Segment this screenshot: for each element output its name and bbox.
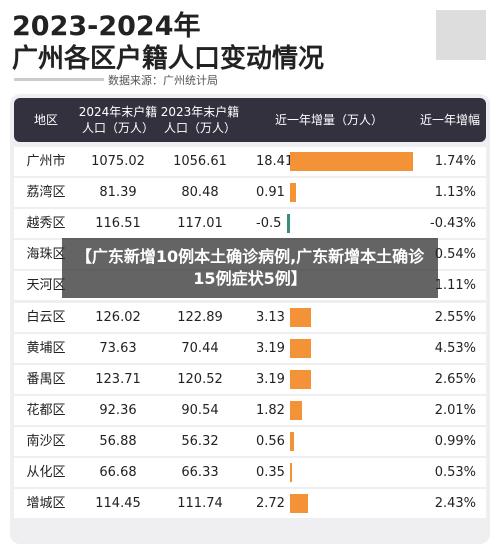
increase: 3.13 xyxy=(256,309,285,325)
pop-2023: 80.48 xyxy=(181,185,219,201)
increase-bar xyxy=(290,183,297,203)
pop-2024: 73.63 xyxy=(99,340,137,356)
pop-2023: 66.33 xyxy=(181,465,219,480)
pop-2024: 92.36 xyxy=(99,402,137,418)
region: 黄埔区 xyxy=(26,340,66,356)
increase-bar xyxy=(286,214,290,234)
increase-bar xyxy=(290,369,312,389)
growth: -0.43% xyxy=(430,216,476,232)
row-bg xyxy=(14,302,486,332)
region: 广州市 xyxy=(26,154,66,169)
region: 荔湾区 xyxy=(26,185,66,201)
pop-2023: 117.01 xyxy=(177,216,223,232)
header-cell: 2024年末户籍人口（万人） xyxy=(78,105,158,135)
pop-2024: 123.71 xyxy=(95,371,141,387)
growth: 0.99% xyxy=(434,433,476,449)
pop-2024: 81.39 xyxy=(99,185,137,201)
pop-2023: 90.54 xyxy=(181,402,219,418)
pop-2023: 1056.61 xyxy=(173,154,227,169)
region: 从化区 xyxy=(26,465,66,480)
table-header xyxy=(14,98,486,142)
row-bg xyxy=(14,178,486,208)
growth: 2.55% xyxy=(434,309,476,325)
region: 番禺区 xyxy=(26,371,66,387)
pop-2024: 56.88 xyxy=(99,433,137,449)
growth: 1.11% xyxy=(434,278,476,294)
row-bg xyxy=(14,458,486,487)
growth: 1.74% xyxy=(434,154,476,169)
source: 数据来源：广州统计局 xyxy=(108,74,218,87)
increase: 0.91 xyxy=(256,185,285,201)
header-cell: 近一年增幅 xyxy=(419,113,480,127)
increase: 3.19 xyxy=(256,340,285,356)
row-bg xyxy=(14,426,486,456)
pop-2024: 114.45 xyxy=(95,496,141,512)
growth: 1.13% xyxy=(434,185,476,201)
pop-2023: 56.32 xyxy=(181,433,219,449)
increase-bar xyxy=(290,463,293,482)
growth: 4.53% xyxy=(434,340,476,356)
increase-bar xyxy=(290,431,294,451)
region: 花都区 xyxy=(26,402,66,418)
growth: 0.53% xyxy=(434,465,476,480)
pop-2023: 111.74 xyxy=(177,496,223,512)
pop-2023: 120.52 xyxy=(177,371,223,387)
increase-bar xyxy=(290,338,312,358)
row-bg xyxy=(14,395,486,425)
increase: 18.41 xyxy=(256,154,294,169)
pop-2024: 1075.02 xyxy=(91,154,145,169)
growth: 2.43% xyxy=(434,496,476,512)
qr-code xyxy=(436,10,486,60)
header-cell: 近一年增量（万人） xyxy=(274,113,383,127)
region: 越秀区 xyxy=(26,216,66,232)
increase: 0.35 xyxy=(256,465,285,480)
growth: 0.54% xyxy=(434,247,476,263)
increase: 0.56 xyxy=(256,433,285,449)
header-cell: 2023年末户籍人口（万人） xyxy=(160,105,240,135)
pop-2023: 70.44 xyxy=(181,340,219,356)
pop-2024: 116.51 xyxy=(95,216,141,232)
region: 天河区 xyxy=(26,278,66,294)
header-cell: 地区 xyxy=(33,113,58,127)
title: 广州各区户籍人口变动情况 xyxy=(12,44,325,74)
increase: -0.5 xyxy=(256,216,282,232)
increase-bar xyxy=(290,307,311,327)
growth: 2.65% xyxy=(434,371,476,387)
increase: 1.82 xyxy=(256,402,285,418)
pop-2024: 126.02 xyxy=(95,309,141,325)
row-bg xyxy=(14,333,486,363)
caption: 【广东新增10例本土确诊病例,广东新增本土确诊15例症状5例】 xyxy=(62,238,438,298)
increase: 2.72 xyxy=(256,496,285,512)
pop-2024: 66.68 xyxy=(99,465,137,480)
row-bg xyxy=(14,364,486,394)
region: 增城区 xyxy=(26,496,66,512)
region: 海珠区 xyxy=(26,247,66,263)
growth: 2.01% xyxy=(434,402,476,418)
pop-2023: 122.89 xyxy=(177,309,223,325)
increase-bar xyxy=(290,152,414,171)
divider xyxy=(14,78,104,81)
increase-bar xyxy=(290,400,303,420)
increase: 3.19 xyxy=(256,371,285,387)
increase-bar xyxy=(290,494,309,514)
region: 白云区 xyxy=(26,309,66,325)
title: 2023-2024年 xyxy=(12,11,201,42)
region: 南沙区 xyxy=(26,433,66,449)
row-bg xyxy=(14,209,486,239)
row-bg xyxy=(14,489,486,519)
